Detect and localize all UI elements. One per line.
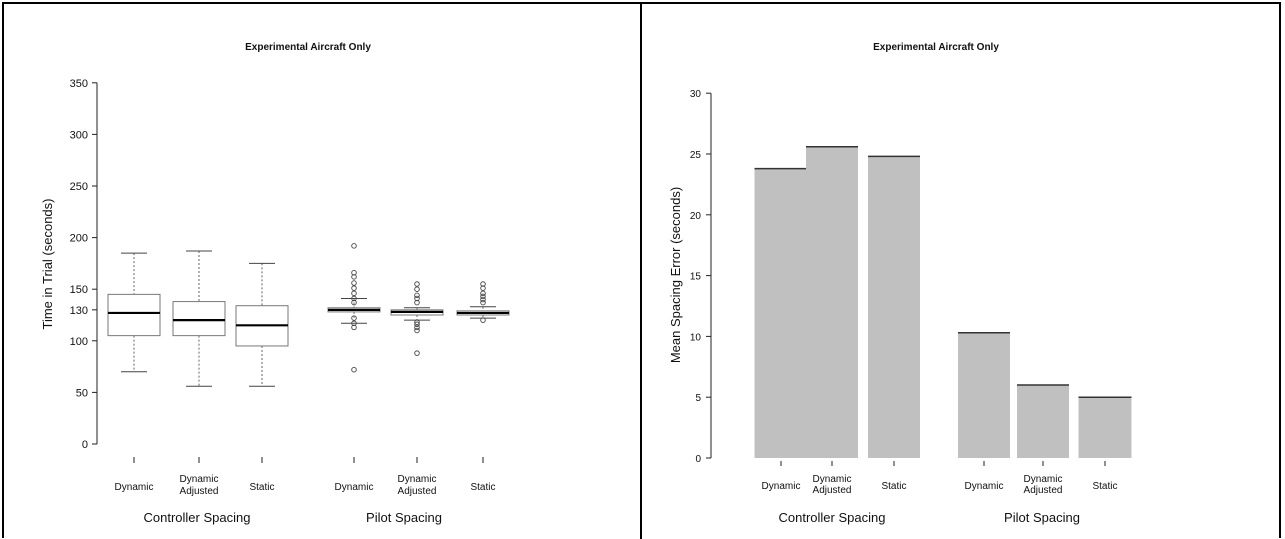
- outlier-point: [480, 299, 486, 306]
- bar: [1078, 397, 1132, 458]
- bar-chart: Experimental Aircraft Only Mean Spacing …: [668, 42, 1132, 525]
- outlier-point: [480, 317, 486, 323]
- bar: [806, 146, 858, 459]
- x-tick-label: Adjusted: [398, 486, 437, 497]
- outlier-point: [351, 243, 357, 249]
- group-label-pilot: Pilot Spacing: [366, 510, 442, 525]
- y-tick-label: 15: [690, 272, 702, 283]
- outlier-point: [351, 320, 357, 327]
- outlier-point: [351, 269, 357, 276]
- outlier-point: [351, 366, 357, 373]
- outlier-point: [351, 290, 357, 297]
- outlier-point: [414, 286, 420, 292]
- box: [172, 301, 226, 337]
- x-tick-label: Dynamic: [813, 474, 852, 485]
- y-axis-label: Mean Spacing Error (seconds): [668, 187, 683, 363]
- outlier-point: [414, 281, 420, 287]
- outlier-point: [414, 295, 420, 302]
- outlier-point: [351, 315, 357, 321]
- y-tick-label: 150: [70, 284, 88, 296]
- x-tick-label: Dynamic: [115, 482, 154, 493]
- y-tick-label: 10: [690, 332, 702, 343]
- panel-divider: [640, 2, 642, 539]
- y-tick-label: 250: [70, 181, 88, 193]
- x-tick-label: Static: [470, 482, 495, 493]
- outlier-point: [414, 327, 420, 334]
- x-tick-label: Adjusted: [180, 486, 219, 497]
- y-tick-label: 0: [695, 454, 701, 465]
- y-tick-label: 100: [70, 336, 88, 348]
- bar-marks: [754, 145, 1132, 459]
- y-tick-label: 0: [82, 439, 88, 451]
- x-tick-label: Static: [881, 481, 906, 492]
- y-tick-label: 5: [695, 393, 701, 404]
- outlier-point: [351, 324, 357, 331]
- outlier-point: [480, 293, 486, 300]
- outlier-point: [351, 274, 357, 280]
- outlier-point: [414, 319, 420, 325]
- x-tick-label: Dynamic: [335, 482, 374, 493]
- x-tick-label: Static: [249, 482, 274, 493]
- chart-title: Experimental Aircraft Only: [873, 42, 999, 53]
- y-tick-label: 20: [690, 211, 702, 222]
- x-tick-label: Dynamic: [762, 481, 801, 492]
- group-label-pilot: Pilot Spacing: [1004, 510, 1080, 525]
- y-tick-label: 200: [70, 233, 88, 245]
- bar: [868, 156, 920, 458]
- y-axis: 0 5 10 15 20 25 30: [690, 89, 712, 465]
- outlier-point: [480, 281, 486, 287]
- box: [107, 293, 161, 337]
- x-tick-label: Static: [1092, 481, 1117, 492]
- x-tick-label: Dynamic: [1024, 474, 1063, 485]
- y-tick-label: 30: [690, 89, 702, 100]
- outlier-point: [414, 324, 420, 331]
- x-tick-label: Dynamic: [180, 474, 219, 485]
- y-axis: 0 50 100 130 150 200 250 300 350: [70, 78, 98, 451]
- outlier-point: [480, 290, 486, 297]
- outlier-point: [351, 280, 357, 286]
- outlier-point: [351, 285, 357, 291]
- boxplot-marks: [107, 243, 510, 387]
- y-axis-label: Time in Trial (seconds): [40, 199, 55, 330]
- x-tick-label: Dynamic: [398, 474, 437, 485]
- y-tick-label: 350: [70, 78, 88, 90]
- x-tick-label: Dynamic: [965, 481, 1004, 492]
- x-tick-label: Adjusted: [1024, 485, 1063, 496]
- group-label-controller: Controller Spacing: [779, 510, 886, 525]
- y-tick-label: 50: [76, 387, 88, 399]
- y-tick-label: 25: [690, 150, 702, 161]
- outlier-point: [414, 292, 420, 299]
- chart-title: Experimental Aircraft Only: [245, 42, 371, 53]
- outlier-point: [480, 285, 486, 291]
- outlier-point: [351, 295, 357, 302]
- boxplot-chart: Experimental Aircraft Only Time in Trial…: [40, 42, 510, 525]
- group-label-controller: Controller Spacing: [144, 510, 251, 525]
- outlier-point: [414, 321, 420, 328]
- bar: [1017, 385, 1069, 458]
- outlier-point: [414, 350, 420, 356]
- bar: [754, 168, 808, 459]
- bar: [958, 332, 1010, 458]
- y-tick-label: 130: [70, 305, 88, 317]
- outlier-point: [351, 299, 357, 306]
- y-tick-label: 300: [70, 129, 88, 141]
- outlier-point: [480, 296, 486, 303]
- x-tick-label: Adjusted: [813, 485, 852, 496]
- outlier-point: [414, 299, 420, 306]
